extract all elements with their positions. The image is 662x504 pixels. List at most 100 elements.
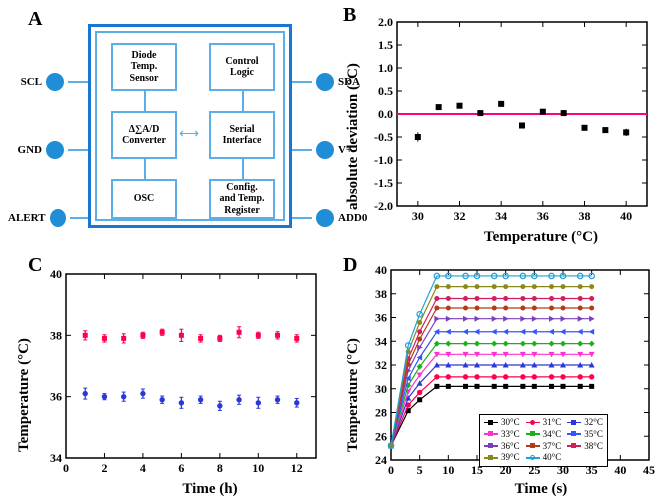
legend-label: 30°C xyxy=(501,417,520,428)
pin-connector-line xyxy=(292,149,312,151)
legend-label: 39°C xyxy=(501,452,520,463)
legend-label: 35°C xyxy=(584,429,603,440)
pin-dot-icon xyxy=(46,141,64,159)
svg-text:-2.0: -2.0 xyxy=(374,199,393,213)
svg-text:-1.5: -1.5 xyxy=(374,176,393,190)
legend-item: 38°C xyxy=(567,441,603,452)
pin-gnd: GND xyxy=(8,141,88,159)
chart-c: 0 2 4 6 8 10 12 34 36 38 40 xyxy=(0,252,331,504)
block-diode: DiodeTemp.Sensor xyxy=(111,43,177,91)
chart-b: 303234363840-2.0-1.5-1.0-0.50.00.51.01.5… xyxy=(331,0,662,252)
pin-connector-line xyxy=(68,81,88,83)
svg-text:24: 24 xyxy=(375,453,387,467)
bidirectional-arrow-icon: ⟷ xyxy=(179,128,199,142)
block-config: Config.and Temp.Register xyxy=(209,179,275,219)
pin-connector-line xyxy=(68,149,88,151)
svg-text:40: 40 xyxy=(375,263,387,277)
pin-alert: ALERT xyxy=(8,209,88,227)
panel-b: B 303234363840-2.0-1.5-1.0-0.50.00.51.01… xyxy=(331,0,662,252)
svg-text:34: 34 xyxy=(495,209,507,223)
svg-text:32: 32 xyxy=(375,358,387,372)
legend-item: 39°C xyxy=(484,452,520,463)
svg-text:36: 36 xyxy=(375,311,387,325)
pin-connector-line xyxy=(292,81,312,83)
legend-label: 40°C xyxy=(543,452,562,463)
legend-label: 31°C xyxy=(543,417,562,428)
xlabel-b: Temperature (°C) xyxy=(441,229,641,246)
svg-text:34: 34 xyxy=(50,451,62,465)
svg-text:45: 45 xyxy=(643,463,655,477)
svg-text:32: 32 xyxy=(454,209,466,223)
svg-text:40: 40 xyxy=(50,267,62,281)
legend-label: 33°C xyxy=(501,429,520,440)
svg-text:38: 38 xyxy=(579,209,591,223)
svg-text:26: 26 xyxy=(375,429,387,443)
svg-text:36: 36 xyxy=(50,390,62,404)
legend-item: 37°C xyxy=(526,441,562,452)
svg-text:38: 38 xyxy=(50,328,62,342)
svg-text:10: 10 xyxy=(442,463,454,477)
pin-scl: SCL xyxy=(8,73,88,91)
svg-text:38: 38 xyxy=(375,287,387,301)
legend-row: 39°C 40°C xyxy=(484,452,603,463)
svg-text:0: 0 xyxy=(388,463,394,477)
legend-row: 33°C 34°C 35°C xyxy=(484,429,603,440)
legend-item: 31°C xyxy=(526,417,562,428)
svg-text:1.0: 1.0 xyxy=(378,61,393,75)
svg-text:8: 8 xyxy=(217,461,223,475)
svg-text:40: 40 xyxy=(614,463,626,477)
ylabel-d: Temperature (°C) xyxy=(345,338,362,452)
legend-label: 38°C xyxy=(584,441,603,452)
pin-connector-line xyxy=(70,217,88,219)
svg-text:0.5: 0.5 xyxy=(378,84,393,98)
block-control: ControlLogic xyxy=(209,43,275,91)
legend-d: 30°C31°C32°C33°C34°C35°C36°C37°C38°C39°C… xyxy=(479,414,608,467)
svg-text:0: 0 xyxy=(63,461,69,475)
svg-text:2: 2 xyxy=(101,461,107,475)
svg-text:12: 12 xyxy=(291,461,303,475)
svg-text:28: 28 xyxy=(375,406,387,420)
legend-item: 32°C xyxy=(567,417,603,428)
pin-label: SCL xyxy=(21,76,42,88)
svg-text:5: 5 xyxy=(417,463,423,477)
legend-row: 30°C 31°C 32°C xyxy=(484,417,603,428)
diagram-outer-frame: DiodeTemp.Sensor ControlLogic Δ∑A/DConvert… xyxy=(88,24,292,228)
legend-label: 34°C xyxy=(543,429,562,440)
block-osc: OSC xyxy=(111,179,177,219)
legend-item: 36°C xyxy=(484,441,520,452)
block-adc: Δ∑A/DConverter xyxy=(111,111,177,159)
panel-d: D 051015202530354045242628303234363840 T… xyxy=(331,252,662,504)
pin-dot-icon xyxy=(46,73,64,91)
svg-text:0.0: 0.0 xyxy=(378,107,393,121)
xlabel-c: Time (h) xyxy=(110,481,310,498)
svg-text:2.0: 2.0 xyxy=(378,15,393,29)
pin-dot-icon xyxy=(50,209,66,227)
legend-item: 35°C xyxy=(567,429,603,440)
panel-label-a: A xyxy=(28,8,42,31)
ylabel-c: Temperature (°C) xyxy=(16,338,33,452)
xlabel-d: Time (s) xyxy=(451,481,631,498)
legend-item: 34°C xyxy=(526,429,562,440)
svg-text:6: 6 xyxy=(178,461,184,475)
svg-text:40: 40 xyxy=(620,209,632,223)
svg-text:4: 4 xyxy=(140,461,146,475)
svg-text:30: 30 xyxy=(412,209,424,223)
svg-text:30: 30 xyxy=(375,382,387,396)
svg-text:34: 34 xyxy=(375,334,387,348)
svg-text:-0.5: -0.5 xyxy=(374,130,393,144)
legend-label: 36°C xyxy=(501,441,520,452)
svg-text:-1.0: -1.0 xyxy=(374,153,393,167)
svg-text:10: 10 xyxy=(252,461,264,475)
panel-a: A DiodeTemp.Sensor ControlLogic Δ∑A/DConve… xyxy=(0,0,331,252)
legend-item: 40°C xyxy=(526,452,562,463)
legend-label: 37°C xyxy=(543,441,562,452)
legend-item: 33°C xyxy=(484,429,520,440)
pin-label: ALERT xyxy=(8,212,46,224)
ylabel-b: absolute deviation (°C) xyxy=(345,63,362,210)
legend-row: 36°C 37°C 38°C xyxy=(484,441,603,452)
legend-label: 32°C xyxy=(584,417,603,428)
svg-text:36: 36 xyxy=(537,209,549,223)
block-serial: SerialInterface xyxy=(209,111,275,159)
pin-label: GND xyxy=(18,144,42,156)
pin-connector-line xyxy=(292,217,312,219)
